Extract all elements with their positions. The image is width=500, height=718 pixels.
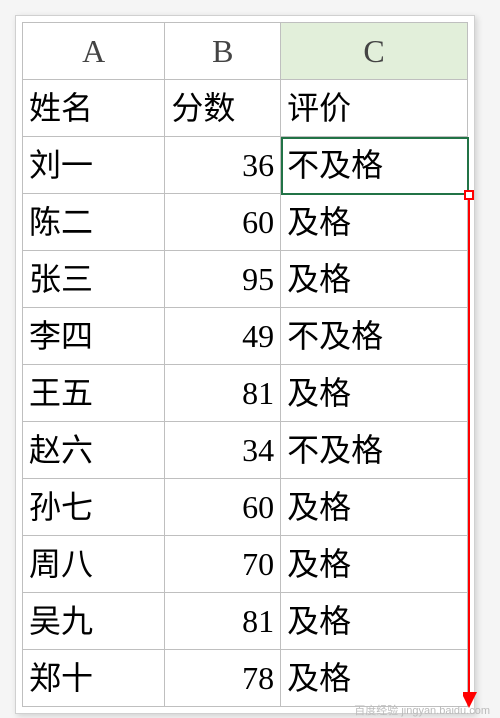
cell-score[interactable]: 34: [165, 422, 281, 479]
col-header-a[interactable]: A: [23, 23, 165, 80]
cell-score[interactable]: 81: [165, 365, 281, 422]
col-header-c[interactable]: C: [281, 23, 468, 80]
cell-name[interactable]: 李四: [23, 308, 165, 365]
cell-eval[interactable]: 不及格: [281, 422, 468, 479]
table-row: 张三 95 及格: [23, 251, 468, 308]
cell-name[interactable]: 赵六: [23, 422, 165, 479]
grid-table: A B C 姓名 分数 评价 刘一 36 不及格 陈二 60 及格 张三 95 …: [22, 22, 468, 707]
table-row: 李四 49 不及格: [23, 308, 468, 365]
cell-score[interactable]: 95: [165, 251, 281, 308]
cell-eval-selected[interactable]: 不及格: [281, 137, 468, 194]
table-row: 孙七 60 及格: [23, 479, 468, 536]
watermark-text: 百度经验 jingyan.baidu.com: [354, 702, 490, 718]
cell-name[interactable]: 陈二: [23, 194, 165, 251]
cell-eval[interactable]: 及格: [281, 593, 468, 650]
cell-name[interactable]: 吴九: [23, 593, 165, 650]
cell-name[interactable]: 张三: [23, 251, 165, 308]
table-row: 刘一 36 不及格: [23, 137, 468, 194]
cell-score[interactable]: 60: [165, 194, 281, 251]
cell-name[interactable]: 王五: [23, 365, 165, 422]
table-row: 王五 81 及格: [23, 365, 468, 422]
cell-eval[interactable]: 及格: [281, 479, 468, 536]
cell-eval[interactable]: 及格: [281, 194, 468, 251]
table-row: 陈二 60 及格: [23, 194, 468, 251]
cell-eval[interactable]: 及格: [281, 365, 468, 422]
cell-score[interactable]: 49: [165, 308, 281, 365]
header-name[interactable]: 姓名: [23, 80, 165, 137]
table-row: 赵六 34 不及格: [23, 422, 468, 479]
header-eval[interactable]: 评价: [281, 80, 468, 137]
cell-eval[interactable]: 及格: [281, 251, 468, 308]
spreadsheet-container: A B C 姓名 分数 评价 刘一 36 不及格 陈二 60 及格 张三 95 …: [15, 15, 475, 714]
table-row: 吴九 81 及格: [23, 593, 468, 650]
cell-name[interactable]: 孙七: [23, 479, 165, 536]
cell-score[interactable]: 60: [165, 479, 281, 536]
table-row: 郑十 78 及格: [23, 650, 468, 707]
cell-eval[interactable]: 及格: [281, 650, 468, 707]
col-header-b[interactable]: B: [165, 23, 281, 80]
cell-name[interactable]: 刘一: [23, 137, 165, 194]
table-row: 周八 70 及格: [23, 536, 468, 593]
cell-score[interactable]: 78: [165, 650, 281, 707]
cell-eval[interactable]: 不及格: [281, 308, 468, 365]
cell-score[interactable]: 70: [165, 536, 281, 593]
cell-name[interactable]: 郑十: [23, 650, 165, 707]
fill-handle[interactable]: [464, 190, 474, 200]
header-score[interactable]: 分数: [165, 80, 281, 137]
header-row: 姓名 分数 评价: [23, 80, 468, 137]
cell-name[interactable]: 周八: [23, 536, 165, 593]
cell-score[interactable]: 81: [165, 593, 281, 650]
cell-score[interactable]: 36: [165, 137, 281, 194]
cell-eval[interactable]: 及格: [281, 536, 468, 593]
column-header-row: A B C: [23, 23, 468, 80]
